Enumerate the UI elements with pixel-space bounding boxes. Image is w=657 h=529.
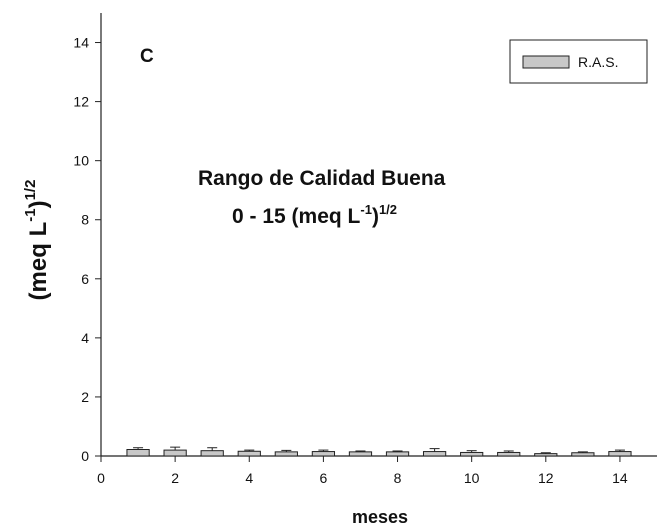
bar (497, 451, 521, 457)
annotation-line2-main: 0 - 15 (meq L (232, 205, 361, 228)
bars-group (126, 446, 632, 457)
bar (571, 452, 595, 457)
bar (237, 450, 261, 457)
bar (422, 451, 447, 457)
bar (126, 449, 150, 457)
legend-label: R.A.S. (578, 54, 618, 70)
y-ticks-group: 0 2 4 6 8 10 12 14 (73, 35, 101, 464)
x-tick-label: 12 (538, 470, 554, 486)
x-tick-label: 6 (320, 470, 328, 486)
bar (274, 451, 298, 457)
panel-letter: C (140, 46, 154, 67)
legend-swatch (522, 55, 570, 69)
y-axis-title: (meq L-1)1/2 (22, 180, 52, 301)
legend: R.A.S. (509, 39, 648, 84)
bar (460, 451, 484, 457)
y-axis-title-close: ) (25, 200, 52, 208)
y-tick-label: 4 (81, 330, 89, 346)
y-tick-label: 0 (81, 448, 89, 464)
annotation: Rango de Calidad Buena 0 - 15 (meq L-1)1… (198, 167, 446, 228)
annotation-line2-sup2: 1/2 (379, 202, 397, 217)
x-tick-label: 10 (464, 470, 480, 486)
bar (608, 451, 632, 457)
plot-frame (100, 13, 657, 457)
y-axis-title-main: (meq L (25, 222, 52, 301)
y-tick-label: 6 (81, 271, 89, 287)
bar (163, 449, 187, 457)
x-ticks-group: 0 2 4 6 8 10 12 14 (97, 456, 628, 486)
x-tick-label: 2 (171, 470, 179, 486)
y-tick-label: 8 (81, 212, 89, 228)
x-tick-label: 4 (245, 470, 253, 486)
bar (311, 451, 336, 457)
y-axis-title-sup1: -1 (22, 208, 39, 221)
annotation-line2-close: ) (372, 205, 379, 228)
x-axis-title: meses (352, 507, 408, 527)
x-tick-label: 8 (394, 470, 402, 486)
annotation-line1: Rango de Calidad Buena (198, 167, 446, 190)
y-tick-label: 12 (73, 94, 89, 110)
y-tick-label: 2 (81, 389, 89, 405)
y-axis-title-sup2: 1/2 (22, 180, 39, 201)
bar (348, 451, 373, 457)
x-tick-label: 0 (97, 470, 105, 486)
annotation-line2: 0 - 15 (meq L-1)1/2 (232, 202, 397, 228)
bar (200, 450, 224, 457)
y-tick-label: 14 (73, 35, 89, 51)
annotation-line2-sup1: -1 (360, 202, 372, 217)
y-tick-label: 10 (73, 153, 89, 169)
x-tick-label: 14 (612, 470, 628, 486)
bar (534, 453, 558, 457)
bar (385, 451, 410, 457)
